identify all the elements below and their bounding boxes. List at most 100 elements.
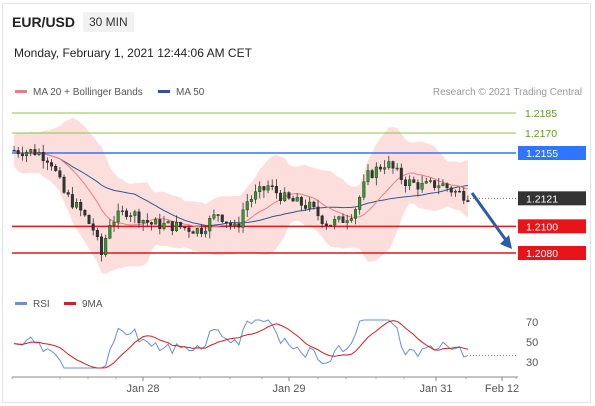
- candle-body: [108, 224, 112, 239]
- candle-body: [95, 230, 99, 238]
- copyright-text: Research © 2021 Trading Central: [433, 87, 582, 98]
- x-tick-label: Jan 28: [126, 383, 159, 395]
- candle-body: [370, 170, 374, 178]
- rsi-legend-swatch: [15, 302, 27, 305]
- candle-body: [183, 226, 187, 229]
- forecast-arrow: [470, 192, 512, 249]
- ma20-legend-label: MA 20 + Bollinger Bands: [33, 87, 143, 98]
- candle-body: [174, 222, 178, 232]
- candle-body: [79, 201, 83, 211]
- rsi-legend-label: RSI: [33, 299, 50, 310]
- candle-body: [66, 192, 70, 195]
- candle-body: [245, 201, 249, 211]
- candle-body: [224, 221, 228, 224]
- candle-body: [395, 167, 399, 170]
- level-label: 1.2170: [525, 128, 557, 140]
- ma20-path: [13, 149, 469, 229]
- ma50-line: [13, 149, 469, 226]
- candle-body: [62, 176, 66, 193]
- candle-body: [349, 218, 353, 221]
- candle-body: [262, 186, 266, 191]
- candle-body: [45, 160, 49, 163]
- candle-body: [233, 223, 237, 226]
- current-price-label: 1.2121: [526, 193, 558, 205]
- ma50-path: [13, 149, 469, 226]
- candle-body: [158, 219, 162, 229]
- candle-body: [241, 209, 245, 228]
- candle-body: [291, 198, 295, 202]
- candle-body: [441, 183, 445, 186]
- candle-body: [33, 149, 37, 155]
- forecast-arrow-shaft: [470, 192, 510, 244]
- candle-body: [345, 220, 349, 223]
- price-levels: [12, 112, 516, 254]
- candle-body: [354, 209, 358, 219]
- x-tick-label: Jan 31: [419, 383, 452, 395]
- level-tag-box: [518, 246, 586, 260]
- candle-body: [237, 223, 241, 228]
- candle-body: [424, 181, 428, 184]
- candle-body: [116, 210, 120, 223]
- level-label: 1.2185: [525, 108, 557, 120]
- candle-body: [104, 237, 108, 255]
- candle-body: [162, 222, 166, 229]
- candle-body: [274, 186, 278, 194]
- candle-body: [29, 149, 33, 153]
- candle-body: [16, 150, 20, 154]
- candle-body: [453, 190, 457, 193]
- candle-body: [312, 201, 316, 208]
- candle-body: [254, 191, 258, 200]
- forecast-arrow-head: [500, 235, 512, 249]
- bollinger-bands: [14, 117, 468, 275]
- candle-body: [12, 150, 16, 152]
- rsi-tick-label: 30: [526, 357, 538, 369]
- candle-body: [137, 211, 141, 224]
- candle-body: [308, 201, 312, 209]
- candle-body: [37, 152, 41, 155]
- ma50-legend-swatch: [158, 90, 170, 93]
- current-price-tag: [518, 191, 586, 206]
- candle-body: [304, 205, 308, 209]
- candle-body: [333, 219, 337, 226]
- rsi-ma-legend-swatch: [64, 302, 76, 305]
- level-tag-label: 1.2100: [526, 221, 558, 233]
- candle-body: [266, 185, 270, 191]
- candle-body: [179, 222, 183, 228]
- candlesticks: [12, 144, 470, 262]
- candle-body: [416, 182, 420, 190]
- candle-body: [133, 211, 137, 216]
- candle-body: [383, 167, 387, 170]
- candle-body: [166, 221, 170, 224]
- candle-body: [220, 214, 224, 222]
- candle-body: [420, 182, 424, 190]
- candle-body: [20, 153, 24, 157]
- candle-body: [154, 219, 158, 225]
- timeframe-badge[interactable]: 30 MIN: [83, 12, 134, 32]
- candle-body: [204, 230, 208, 234]
- rsi-line: [13, 319, 469, 369]
- candle-body: [112, 221, 116, 226]
- candle-body: [283, 192, 287, 201]
- candle-body: [41, 152, 45, 162]
- candle-body: [378, 166, 382, 170]
- candle-body: [366, 170, 370, 183]
- candle-body: [299, 197, 303, 206]
- candle-body: [287, 192, 291, 199]
- candle-body: [70, 194, 74, 208]
- candle-body: [83, 209, 87, 216]
- candle-body: [391, 161, 395, 169]
- candle-body: [449, 187, 453, 193]
- candle-body: [403, 179, 407, 187]
- candle-body: [445, 183, 449, 189]
- candle-body: [358, 196, 362, 210]
- candle-body: [141, 220, 145, 224]
- level-tag-box: [518, 146, 586, 160]
- candle-body: [329, 224, 333, 227]
- candle-body: [433, 180, 437, 188]
- candle-body: [191, 231, 195, 234]
- candle-body: [170, 221, 174, 232]
- candle-body: [337, 216, 341, 220]
- candle-body: [466, 200, 470, 202]
- candle-body: [249, 199, 253, 202]
- symbol-title: EUR/USD: [12, 14, 76, 30]
